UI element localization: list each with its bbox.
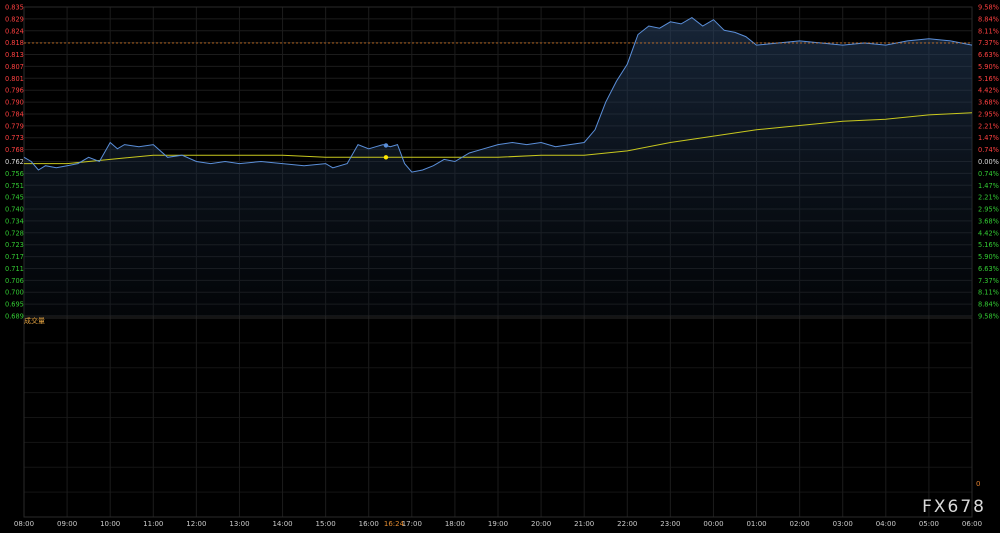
y-tick-left: 0.762: [5, 158, 24, 166]
price-series-line: [23, 16, 973, 173]
x-tick-label: 17:00: [402, 520, 422, 528]
y-tick-left: 0.745: [5, 194, 24, 202]
y-tick-right: 6.63%: [978, 51, 999, 59]
x-tick-label: 10:00: [100, 520, 120, 528]
price-area-fill: [24, 17, 972, 316]
x-tick-label: 03:00: [833, 520, 853, 528]
y-tick-left: 0.700: [5, 289, 24, 297]
x-tick-label: 08:00: [14, 520, 34, 528]
y-tick-left: 0.813: [5, 51, 24, 59]
y-tick-right: 4.42%: [978, 229, 999, 237]
y-tick-left: 0.835: [5, 4, 24, 12]
y-tick-left: 0.689: [5, 313, 24, 321]
y-tick-right: 8.84%: [978, 15, 999, 23]
x-tick-label: 22:00: [617, 520, 637, 528]
y-tick-left: 0.768: [5, 146, 24, 154]
y-tick-right: 2.21%: [978, 122, 999, 130]
price-area: [24, 17, 972, 316]
x-tick-label: 18:00: [445, 520, 465, 528]
y-tick-right: 0.74%: [978, 146, 999, 154]
y-tick-left: 0.796: [5, 87, 24, 95]
y-tick-left: 0.711: [5, 265, 24, 273]
y-tick-left: 0.773: [5, 134, 24, 142]
y-tick-left: 0.756: [5, 170, 24, 178]
x-tick-label: 20:00: [531, 520, 551, 528]
x-tick-label: 14:00: [272, 520, 292, 528]
y-tick-left: 0.784: [5, 110, 24, 118]
volume-frame: [23, 317, 973, 518]
y-axis-right: 9.58% 8.84% 8.11% 7.37% 6.63% 5.90% 5.16% 4.42%…: [978, 4, 999, 321]
x-tick-label: 01:00: [746, 520, 766, 528]
x-tick-label: 21:00: [574, 520, 594, 528]
x-tick-label: 16:00: [359, 520, 379, 528]
x-tick-label: 06:00: [962, 520, 982, 528]
x-tick-label: 19:00: [488, 520, 508, 528]
x-tick-label: 09:00: [57, 520, 77, 528]
current-time-label: 16:24: [384, 520, 405, 528]
y-tick-right: 2.95%: [978, 206, 999, 214]
volume-zero-label: 0: [976, 480, 980, 488]
y-tick-left: 0.751: [5, 182, 24, 190]
y-tick-right: 9.58%: [978, 313, 999, 321]
y-tick-right: 3.68%: [978, 217, 999, 225]
x-tick-label: 15:00: [316, 520, 336, 528]
x-tick-label: 05:00: [919, 520, 939, 528]
y-tick-left: 0.829: [5, 15, 24, 23]
y-tick-right: 5.90%: [978, 63, 999, 71]
y-tick-left: 0.824: [5, 27, 24, 35]
y-tick-left: 0.728: [5, 229, 24, 237]
y-tick-right: 5.16%: [978, 75, 999, 83]
y-tick-left: 0.801: [5, 75, 24, 83]
y-tick-right: 0.00%: [978, 158, 999, 166]
x-tick-label: 23:00: [660, 520, 680, 528]
volume-label: 成交量: [24, 316, 45, 325]
y-tick-right: 9.58%: [978, 4, 999, 12]
y-tick-right: 8.84%: [978, 301, 999, 309]
y-tick-left: 0.723: [5, 241, 24, 249]
y-tick-left: 0.695: [5, 301, 24, 309]
y-axis-left: 0.835 0.829 0.824 0.818 0.813 0.807 0.801 0.796…: [5, 4, 24, 321]
y-tick-right: 2.95%: [978, 110, 999, 118]
y-tick-right: 5.90%: [978, 253, 999, 261]
x-tick-label: 04:00: [876, 520, 896, 528]
average-marker-dot: [383, 155, 389, 160]
y-tick-right: 8.11%: [978, 27, 999, 35]
y-tick-left: 0.734: [5, 217, 24, 225]
y-tick-right: 1.47%: [978, 134, 999, 142]
y-tick-right: 3.68%: [978, 99, 999, 107]
y-tick-left: 0.706: [5, 277, 24, 285]
y-tick-right: 5.16%: [978, 241, 999, 249]
price-line: [23, 16, 973, 173]
y-tick-right: 7.37%: [978, 39, 999, 47]
y-tick-left: 0.779: [5, 122, 24, 130]
x-tick-label: 00:00: [703, 520, 723, 528]
y-tick-right: 7.37%: [978, 277, 999, 285]
y-tick-left: 0.717: [5, 253, 24, 261]
y-tick-right: 8.11%: [978, 289, 999, 297]
x-axis: 08:00 09:00 10:00 11:00 12:00 13:00 14:00 15:00…: [14, 520, 982, 528]
y-tick-right: 4.42%: [978, 87, 999, 95]
watermark-logo: FX678: [922, 497, 986, 517]
y-tick-left: 0.740: [5, 206, 24, 214]
y-tick-right: 2.21%: [978, 194, 999, 202]
x-tick-label: 13:00: [229, 520, 249, 528]
y-tick-right: 6.63%: [978, 265, 999, 273]
current-markers: 16:24: [383, 143, 405, 528]
price-marker-dot: [383, 143, 389, 148]
y-tick-left: 0.807: [5, 63, 24, 71]
y-tick-right: 1.47%: [978, 182, 999, 190]
x-tick-label: 11:00: [143, 520, 163, 528]
y-tick-left: 0.790: [5, 99, 24, 107]
y-tick-left: 0.818: [5, 39, 24, 47]
x-tick-label: 12:00: [186, 520, 206, 528]
x-tick-label: 02:00: [790, 520, 810, 528]
y-tick-right: 0.74%: [978, 170, 999, 178]
